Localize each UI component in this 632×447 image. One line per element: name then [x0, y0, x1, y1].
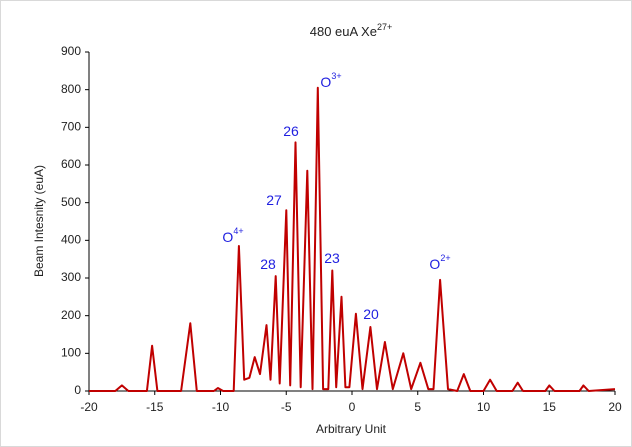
- annotation-sup: 4+: [233, 226, 243, 236]
- x-tick-label: 5: [414, 400, 421, 414]
- annotation: 20: [363, 306, 379, 322]
- x-tick-label: 15: [543, 400, 557, 414]
- annotation-text: 27: [266, 192, 282, 208]
- x-tick-label: 0: [349, 400, 356, 414]
- annotation: 27: [266, 192, 282, 208]
- y-tick-label: 300: [61, 270, 81, 284]
- x-tick-label: -10: [212, 400, 230, 414]
- x-tick-label: -20: [80, 400, 98, 414]
- y-tick-label: 600: [61, 157, 81, 171]
- y-tick-label: 700: [61, 120, 81, 134]
- annotation-sup: 2+: [440, 253, 450, 263]
- annotation-text: 28: [260, 256, 276, 272]
- y-tick-label: 500: [61, 195, 81, 209]
- annotation-text: O: [320, 74, 331, 90]
- chart-title: 480 euA Xe27+: [310, 22, 393, 39]
- annotation-sup: 3+: [331, 71, 341, 81]
- x-tick-label: -5: [281, 400, 292, 414]
- annotation-text: O: [429, 256, 440, 272]
- y-tick-label: 100: [61, 346, 81, 360]
- annotation-text: 26: [283, 123, 299, 139]
- annotation-text: 20: [363, 306, 379, 322]
- annotation-text: 23: [324, 250, 340, 266]
- annotation: 28: [260, 256, 276, 272]
- annotation: 23: [324, 250, 340, 266]
- annotation: O2+: [429, 253, 450, 271]
- y-tick-label: 400: [61, 233, 81, 247]
- annotation-text: O: [222, 229, 233, 245]
- title-text: 480 euA Xe: [310, 24, 377, 39]
- x-tick-label: 10: [477, 400, 491, 414]
- y-axis-label: Beam Intesnity (euA): [32, 165, 46, 277]
- data-line: [89, 86, 616, 392]
- annotation: O3+: [320, 71, 341, 89]
- x-tick-label: -15: [146, 400, 164, 414]
- x-axis-label: Arbitrary Unit: [316, 422, 387, 436]
- y-tick-label: 800: [61, 82, 81, 96]
- annotation: O4+: [222, 226, 243, 244]
- y-tick-label: 200: [61, 308, 81, 322]
- annotation: 26: [283, 123, 299, 139]
- y-tick-label: 0: [74, 383, 81, 397]
- y-tick-label: 900: [61, 44, 81, 58]
- x-tick-label: 20: [608, 400, 622, 414]
- title-sup: 27+: [377, 22, 392, 32]
